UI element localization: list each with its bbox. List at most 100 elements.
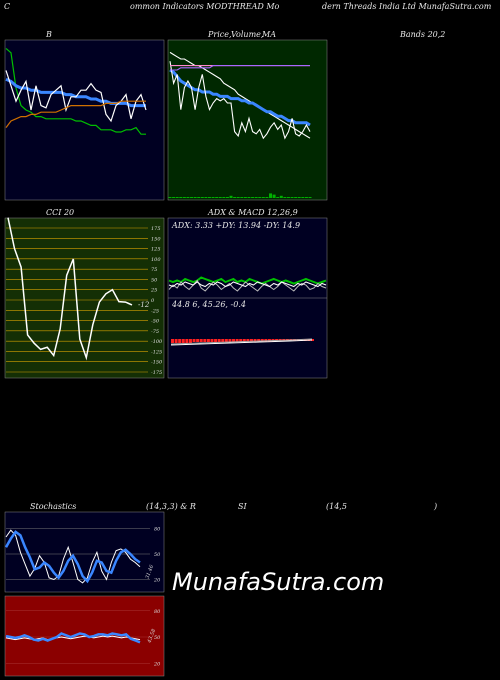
volume-bar — [276, 197, 280, 198]
bollinger-series-green — [5, 47, 146, 135]
volume-bar — [190, 197, 194, 198]
volume-bar — [175, 197, 179, 198]
stoch-tick-label: 80 — [154, 527, 161, 533]
cci-tick-label: -75 — [151, 329, 159, 335]
cci-tick-label: -150 — [151, 360, 163, 366]
stoch-title-e: ) — [434, 502, 438, 511]
stoch-title-d: (14,5 — [326, 502, 347, 511]
macd-bar — [224, 339, 228, 342]
adx-macd-title: ADX & MACD 12,26,9 — [208, 208, 298, 217]
volume-bar — [222, 197, 226, 198]
volume-bar — [204, 197, 208, 198]
macd-bar — [311, 339, 314, 341]
macd-bar — [171, 339, 174, 343]
cci-tick-label: -100 — [151, 339, 163, 345]
macd-bar — [232, 339, 236, 342]
stoch-last-label: 31.46 — [145, 564, 156, 580]
cci-tick-label: -125 — [151, 349, 162, 355]
volume-bar — [211, 197, 215, 198]
adx-series-green — [168, 276, 327, 285]
volume-bar — [225, 197, 229, 198]
price-series-1 — [169, 68, 311, 127]
rsi-last-label: 43.58 — [146, 628, 157, 644]
macd-bar — [221, 339, 225, 342]
cci-line — [7, 217, 133, 361]
volume-bar — [233, 197, 237, 198]
macd-bar — [246, 339, 250, 342]
macd-signal-line — [170, 338, 313, 345]
adx-series-gray — [168, 279, 327, 292]
macd-bar — [217, 339, 221, 342]
volume-bar — [251, 197, 255, 198]
macd-bar — [188, 339, 192, 343]
price-series-0 — [169, 51, 311, 139]
volume-bar — [286, 197, 290, 198]
price-title-b: Volume, — [231, 30, 264, 39]
cci-tick-label: 175 — [151, 226, 161, 232]
cci-tick-label: -175 — [151, 370, 162, 376]
volume-bar — [308, 197, 312, 198]
stoch-line-white — [5, 529, 141, 584]
cci-tick-label: -25 — [151, 308, 159, 314]
volume-bar — [236, 197, 240, 198]
macd-bar — [210, 339, 214, 342]
volume-bar — [197, 197, 201, 198]
volume-bar — [294, 197, 298, 198]
cci-last-label: -12 — [138, 301, 150, 309]
header-title-left: ommon Indicators MODTHREAD Mo — [130, 2, 280, 11]
price-series-4 — [170, 65, 310, 71]
stoch-line-blue — [4, 530, 141, 584]
watermark: MunafaSutra.com — [172, 568, 385, 596]
volume-bar — [240, 197, 244, 198]
bollinger-panel — [4, 39, 165, 201]
macd-bar — [192, 339, 196, 342]
stoch-tick-label: 50 — [154, 552, 161, 558]
bollinger-title: B — [46, 30, 52, 39]
volume-bar — [269, 193, 273, 198]
cci-tick-label: 0 — [151, 298, 155, 304]
cci-tick-label: 100 — [151, 257, 161, 263]
header-letter: C — [4, 2, 11, 11]
rsi-tick-label: 50 — [154, 635, 161, 641]
volume-bar — [301, 197, 305, 198]
header-title-right: dern Threads India Ltd MunafaSutra.com — [322, 2, 492, 11]
macd-bar — [214, 339, 218, 342]
adx-values: ADX: 3.33 +DY: 13.94 -DY: 14.9 — [172, 221, 301, 230]
macd-bar — [181, 339, 185, 343]
cci-tick-label: 25 — [150, 288, 157, 294]
stoch-title-b: (14,3,3) & R — [146, 502, 196, 511]
rsi-line-blue — [5, 632, 141, 644]
rsi-tick-label: 80 — [154, 609, 161, 615]
cci-title: CCI 20 — [46, 208, 75, 217]
volume-bar — [279, 195, 283, 198]
macd-bar — [199, 339, 203, 342]
volume-bar — [215, 197, 219, 198]
rsi-tick-label: 20 — [153, 661, 161, 667]
stoch-title-a: Stochastics — [30, 502, 77, 511]
macd-bar — [239, 339, 243, 342]
macd-bar — [235, 339, 239, 342]
macd-bar — [178, 339, 182, 343]
volume-bar — [265, 197, 269, 198]
macd-bar — [228, 339, 232, 342]
volume-bar — [254, 197, 258, 198]
macd-bar — [185, 339, 189, 343]
macd-bar — [249, 339, 253, 342]
macd-values: 44.8 6, 45.26, -0.4 — [172, 300, 246, 309]
macd-bar — [257, 339, 261, 342]
macd-bar — [174, 339, 178, 343]
macd-bar — [242, 339, 246, 342]
volume-bar — [243, 197, 247, 198]
cci-tick-label: 125 — [151, 247, 161, 253]
macd-bar — [253, 339, 257, 342]
cci-tick-label: 150 — [151, 236, 161, 242]
volume-bar — [172, 197, 176, 198]
volume-bar — [193, 197, 197, 198]
price-title-c: MA — [262, 30, 276, 39]
macd-bar — [196, 339, 200, 342]
volume-bar — [207, 197, 211, 198]
volume-bar — [179, 197, 183, 198]
volume-bar — [168, 197, 172, 198]
volume-bar — [229, 195, 233, 198]
